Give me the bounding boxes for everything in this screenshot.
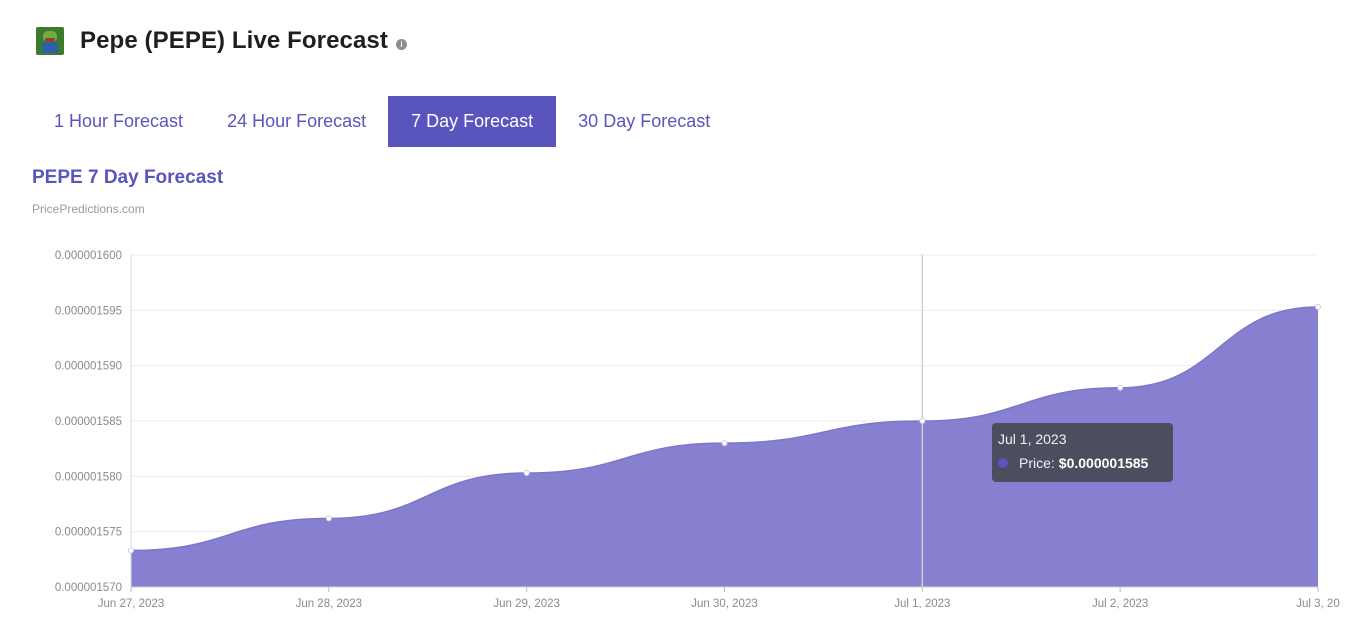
y-tick-label: 0.000001585 xyxy=(55,416,122,428)
tooltip-label: Price: xyxy=(1019,455,1055,471)
tooltip-date: Jul 1, 2023 xyxy=(998,431,1067,447)
y-tick-label: 0.000001580 xyxy=(55,471,122,483)
page-title: Pepe (PEPE) Live Forecast xyxy=(80,27,388,54)
data-point xyxy=(1315,304,1322,311)
tab-30-day-forecast[interactable]: 30 Day Forecast xyxy=(578,111,711,131)
chart-source: PricePredictions.com xyxy=(32,202,145,216)
x-tick-label: Jul 2, 2023 xyxy=(1092,598,1148,610)
x-tick-label: Jul 3, 20 xyxy=(1296,598,1339,610)
x-tick-label: Jun 30, 2023 xyxy=(691,598,758,610)
data-point xyxy=(1117,384,1124,391)
data-point xyxy=(127,547,134,554)
y-tick-label: 0.000001570 xyxy=(55,582,122,594)
pepe-logo-icon xyxy=(36,27,64,55)
data-point xyxy=(919,417,926,424)
tab-7-day-forecast[interactable]: 7 Day Forecast xyxy=(388,96,557,147)
forecast-tabs: 1 Hour Forecast 24 Hour Forecast 7 Day F… xyxy=(32,96,732,147)
x-tick-label: Jun 27, 2023 xyxy=(98,598,165,610)
tab-1-hour-forecast[interactable]: 1 Hour Forecast xyxy=(54,111,184,131)
data-point xyxy=(523,470,530,477)
x-tick-label: Jun 29, 2023 xyxy=(493,598,560,610)
y-tick-label: 0.000001600 xyxy=(55,250,122,262)
chart-tooltip: Jul 1, 2023 Price: $0.000001585 xyxy=(992,423,1173,482)
chart-title: PEPE 7 Day Forecast xyxy=(32,167,224,188)
tooltip-value: $0.000001585 xyxy=(1058,455,1149,471)
tooltip-series-dot xyxy=(998,458,1008,468)
x-tick-label: Jun 28, 2023 xyxy=(296,598,363,610)
x-tick-label: Jul 1, 2023 xyxy=(894,598,950,610)
page-header: Pepe (PEPE) Live Forecast i xyxy=(36,26,407,56)
data-point xyxy=(721,440,728,447)
y-tick-label: 0.000001575 xyxy=(55,527,122,539)
data-point xyxy=(325,515,332,522)
y-tick-label: 0.000001595 xyxy=(55,305,122,317)
info-icon[interactable]: i xyxy=(395,38,407,50)
price-area xyxy=(131,307,1318,587)
y-tick-label: 0.000001590 xyxy=(55,361,122,373)
tab-24-hour-forecast[interactable]: 24 Hour Forecast xyxy=(227,111,367,131)
